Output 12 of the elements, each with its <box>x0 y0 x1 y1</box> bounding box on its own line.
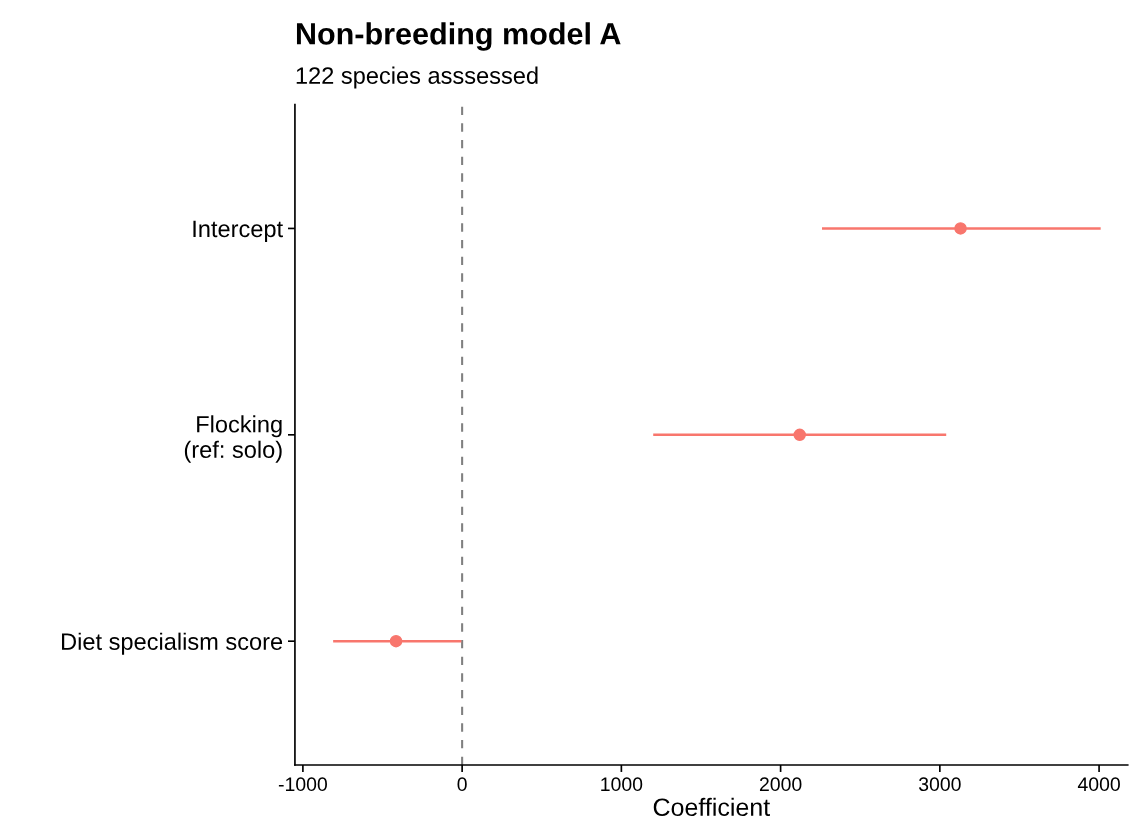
x-tick-label: 1000 <box>601 777 643 792</box>
x-tick-label: 2000 <box>759 777 802 792</box>
y-tick-label: Intercept <box>193 220 283 242</box>
x-axis-title: Coefficient <box>653 797 770 817</box>
x-tick-label: 4000 <box>1077 777 1120 792</box>
y-tick-label: Diet specialism score <box>62 632 283 655</box>
chart-subtitle: 122 species asssessed <box>296 66 538 89</box>
x-tick-label: 0 <box>457 777 467 792</box>
x-tick-label: -1000 <box>278 777 327 792</box>
chart-title: Non-breeding model A <box>296 22 621 51</box>
y-tick-label: Flocking (ref: solo) <box>184 415 282 463</box>
x-tick-label: 3000 <box>918 777 961 792</box>
